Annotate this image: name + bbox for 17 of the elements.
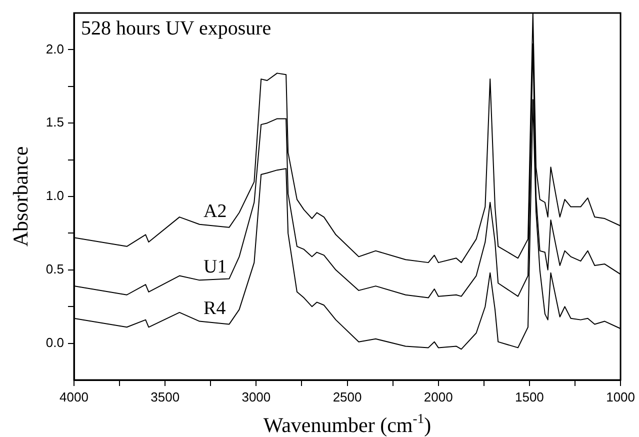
y-tick-label: 2.0 — [46, 41, 64, 56]
y-tick-label: 0.0 — [46, 334, 64, 350]
x-tick-label: 3500 — [150, 389, 180, 404]
x-tick-label: 1500 — [514, 389, 544, 404]
series-label: U1 — [204, 256, 227, 278]
y-tick-label: 1.0 — [46, 188, 64, 204]
x-tick-label: 2500 — [332, 389, 362, 404]
x-tick-label: 3000 — [242, 389, 271, 404]
series-label: R4 — [204, 298, 226, 319]
y-tick-label: 0.5 — [46, 261, 64, 276]
chart-title: 528 hours UV exposure — [81, 17, 272, 40]
x-tick-label: 1000 — [606, 389, 635, 404]
series-label: A2 — [204, 200, 227, 222]
y-tick-label: 1.5 — [46, 114, 64, 130]
x-tick-label: 2000 — [424, 389, 453, 404]
y-axis-title: Absorbance — [8, 146, 33, 247]
x-tick-label: 4000 — [60, 389, 88, 404]
